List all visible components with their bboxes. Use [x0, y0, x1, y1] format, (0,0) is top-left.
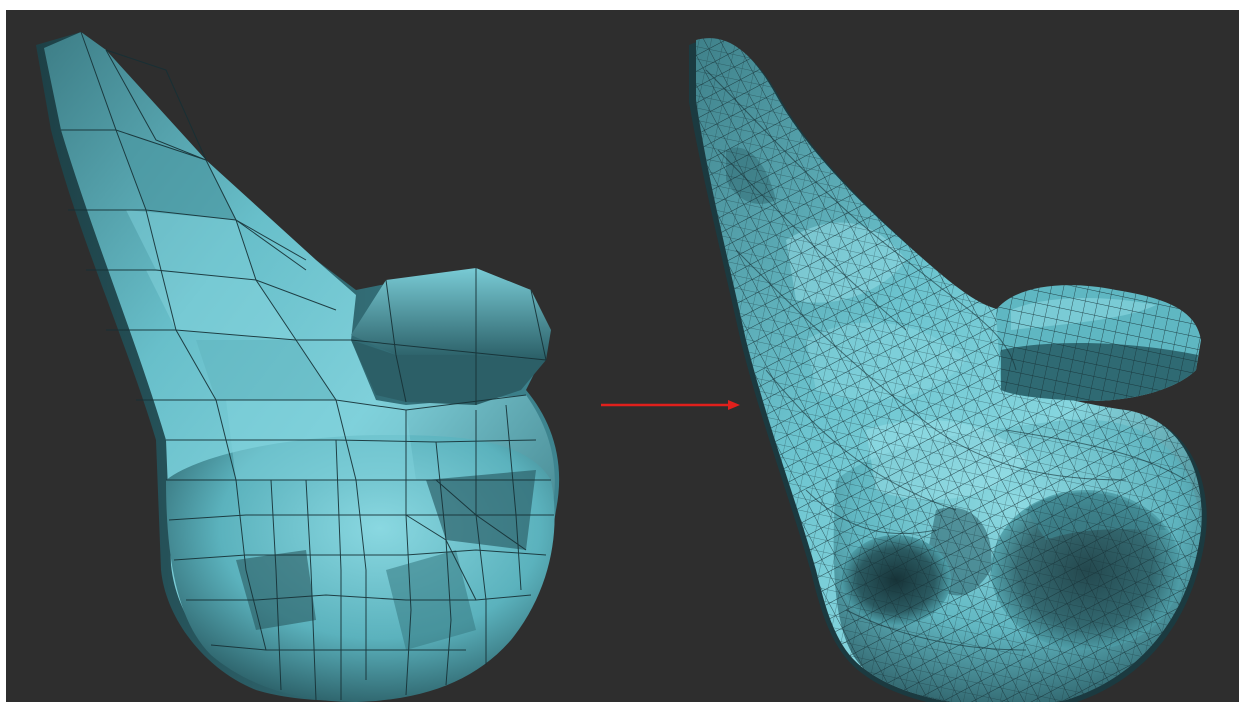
high-poly-mesh: [686, 30, 1216, 702]
right-arrow-icon: [601, 400, 740, 410]
3d-viewport: [6, 10, 1239, 702]
render-scene: [6, 10, 1239, 702]
low-poly-mesh: [36, 32, 559, 702]
